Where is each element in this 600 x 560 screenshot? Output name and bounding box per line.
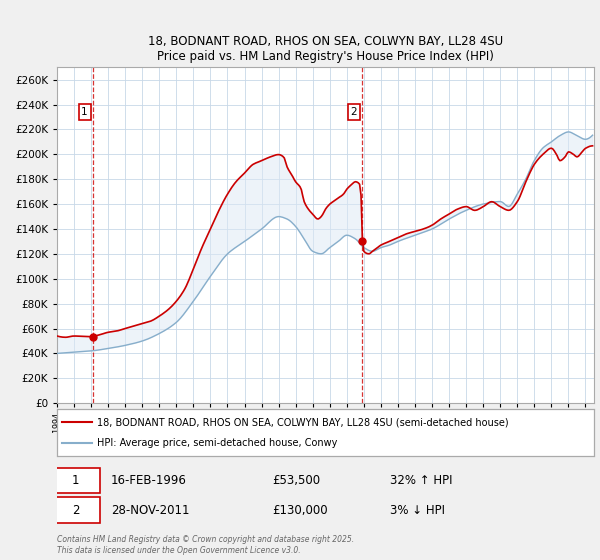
Text: 2: 2 <box>72 503 80 516</box>
FancyBboxPatch shape <box>52 497 100 523</box>
Text: 3% ↓ HPI: 3% ↓ HPI <box>390 503 445 516</box>
Point <box>59 440 66 446</box>
Text: 32% ↑ HPI: 32% ↑ HPI <box>390 474 452 487</box>
Text: 1: 1 <box>72 474 80 487</box>
Text: £53,500: £53,500 <box>272 474 320 487</box>
Title: 18, BODNANT ROAD, RHOS ON SEA, COLWYN BAY, LL28 4SU
Price paid vs. HM Land Regis: 18, BODNANT ROAD, RHOS ON SEA, COLWYN BA… <box>148 35 503 63</box>
Text: 18, BODNANT ROAD, RHOS ON SEA, COLWYN BAY, LL28 4SU (semi-detached house): 18, BODNANT ROAD, RHOS ON SEA, COLWYN BA… <box>97 417 509 427</box>
Text: 16-FEB-1996: 16-FEB-1996 <box>111 474 187 487</box>
Text: HPI: Average price, semi-detached house, Conwy: HPI: Average price, semi-detached house,… <box>97 438 338 448</box>
Point <box>59 419 66 426</box>
Text: Contains HM Land Registry data © Crown copyright and database right 2025.
This d: Contains HM Land Registry data © Crown c… <box>57 535 354 555</box>
FancyBboxPatch shape <box>57 409 594 456</box>
Point <box>88 440 95 446</box>
Text: 28-NOV-2011: 28-NOV-2011 <box>111 503 189 516</box>
FancyBboxPatch shape <box>52 468 100 493</box>
Text: £130,000: £130,000 <box>272 503 328 516</box>
Text: 2: 2 <box>350 107 357 117</box>
Text: 1: 1 <box>82 107 88 117</box>
Point <box>88 419 95 426</box>
